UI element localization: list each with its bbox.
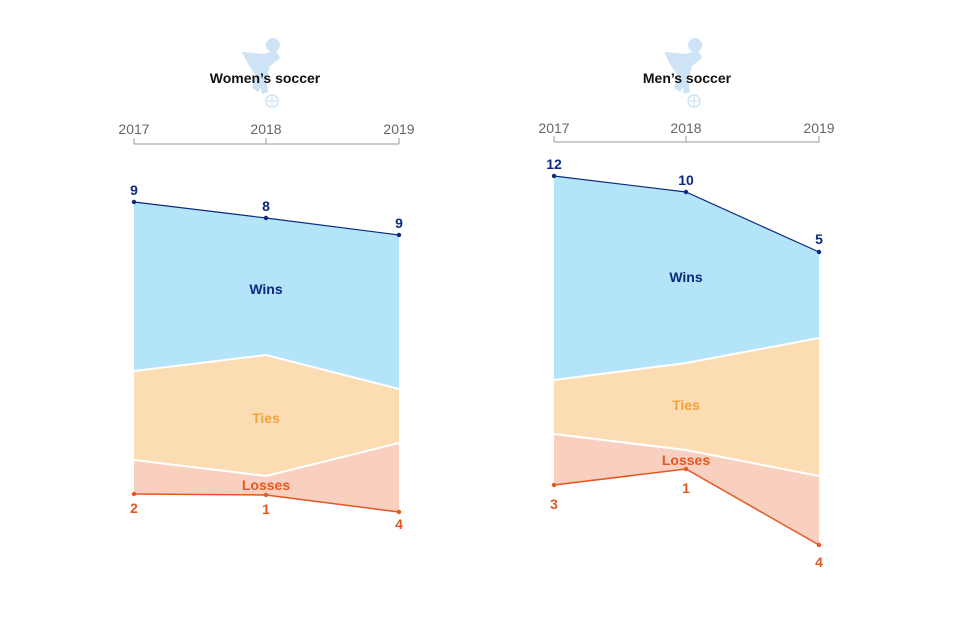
losses-band-label: Losses <box>662 452 710 468</box>
icon-leg <box>680 74 690 94</box>
wins-value-label: 10 <box>678 172 694 188</box>
wins-point <box>263 215 269 221</box>
year-tick-label: 2019 <box>383 121 414 137</box>
losses-value-label: 3 <box>550 496 558 512</box>
wins-value-label: 12 <box>546 156 562 172</box>
losses-point <box>816 542 822 548</box>
wins-point <box>131 199 137 205</box>
losses-point <box>683 466 689 472</box>
losses-value-label: 1 <box>262 501 270 517</box>
losses-point <box>396 509 402 515</box>
losses-point <box>551 482 557 488</box>
ties-band-label: Ties <box>252 410 280 426</box>
icon-body <box>664 50 702 92</box>
wins-point <box>683 189 689 195</box>
ties-losses-divider <box>553 433 820 477</box>
losses-band-label: Losses <box>242 477 290 493</box>
wins-ties-divider <box>133 353 400 390</box>
wins-value-label: 5 <box>815 231 823 247</box>
wins-point <box>816 249 822 255</box>
wins-band-label: Wins <box>249 281 283 297</box>
year-tick-label: 2017 <box>118 121 149 137</box>
panel-title: Women’s soccer <box>210 70 321 86</box>
wins-value-label: 9 <box>395 215 403 231</box>
losses-band <box>554 434 819 545</box>
soccer-player-icon <box>242 38 280 108</box>
ties-band <box>134 355 399 476</box>
icon-leg <box>258 74 268 94</box>
icon-ball-seams <box>267 96 277 106</box>
wins-band <box>134 202 399 389</box>
losses-point <box>131 491 137 497</box>
icon-ball <box>265 94 279 108</box>
wins-point <box>396 232 402 238</box>
losses-value-label: 2 <box>130 500 138 516</box>
losses-value-label: 1 <box>682 480 690 496</box>
icon-body <box>242 50 280 92</box>
panel-mens: Men’s soccer 2017 2018 2019 12 3 10 1 5 4 Wins Ties… <box>538 38 835 570</box>
wins-value-label: 8 <box>262 198 270 214</box>
year-tick-label: 2018 <box>250 121 281 137</box>
panel-womens: Women’s soccer 2017 2018 2019 9 2 8 1 9 4 Wins Ties… <box>118 38 415 532</box>
wins-band <box>554 176 819 380</box>
ties-band-label: Ties <box>672 397 700 413</box>
icon-head <box>688 38 702 52</box>
losses-point <box>263 492 269 498</box>
year-tick-label: 2018 <box>670 120 701 136</box>
icon-head <box>266 38 280 52</box>
wins-point <box>551 173 557 179</box>
year-tick-label: 2017 <box>538 120 569 136</box>
wins-ties-divider <box>553 337 820 381</box>
year-tick-label: 2019 <box>803 120 834 136</box>
panel-title: Men’s soccer <box>643 70 732 86</box>
icon-ball <box>687 94 701 108</box>
ties-losses-divider <box>133 442 400 478</box>
soccer-player-icon <box>664 38 702 108</box>
wins-band-label: Wins <box>669 269 703 285</box>
losses-value-label: 4 <box>815 554 823 570</box>
wins-value-label: 9 <box>130 182 138 198</box>
losses-value-label: 4 <box>395 516 403 532</box>
icon-ball-seams <box>689 96 699 106</box>
